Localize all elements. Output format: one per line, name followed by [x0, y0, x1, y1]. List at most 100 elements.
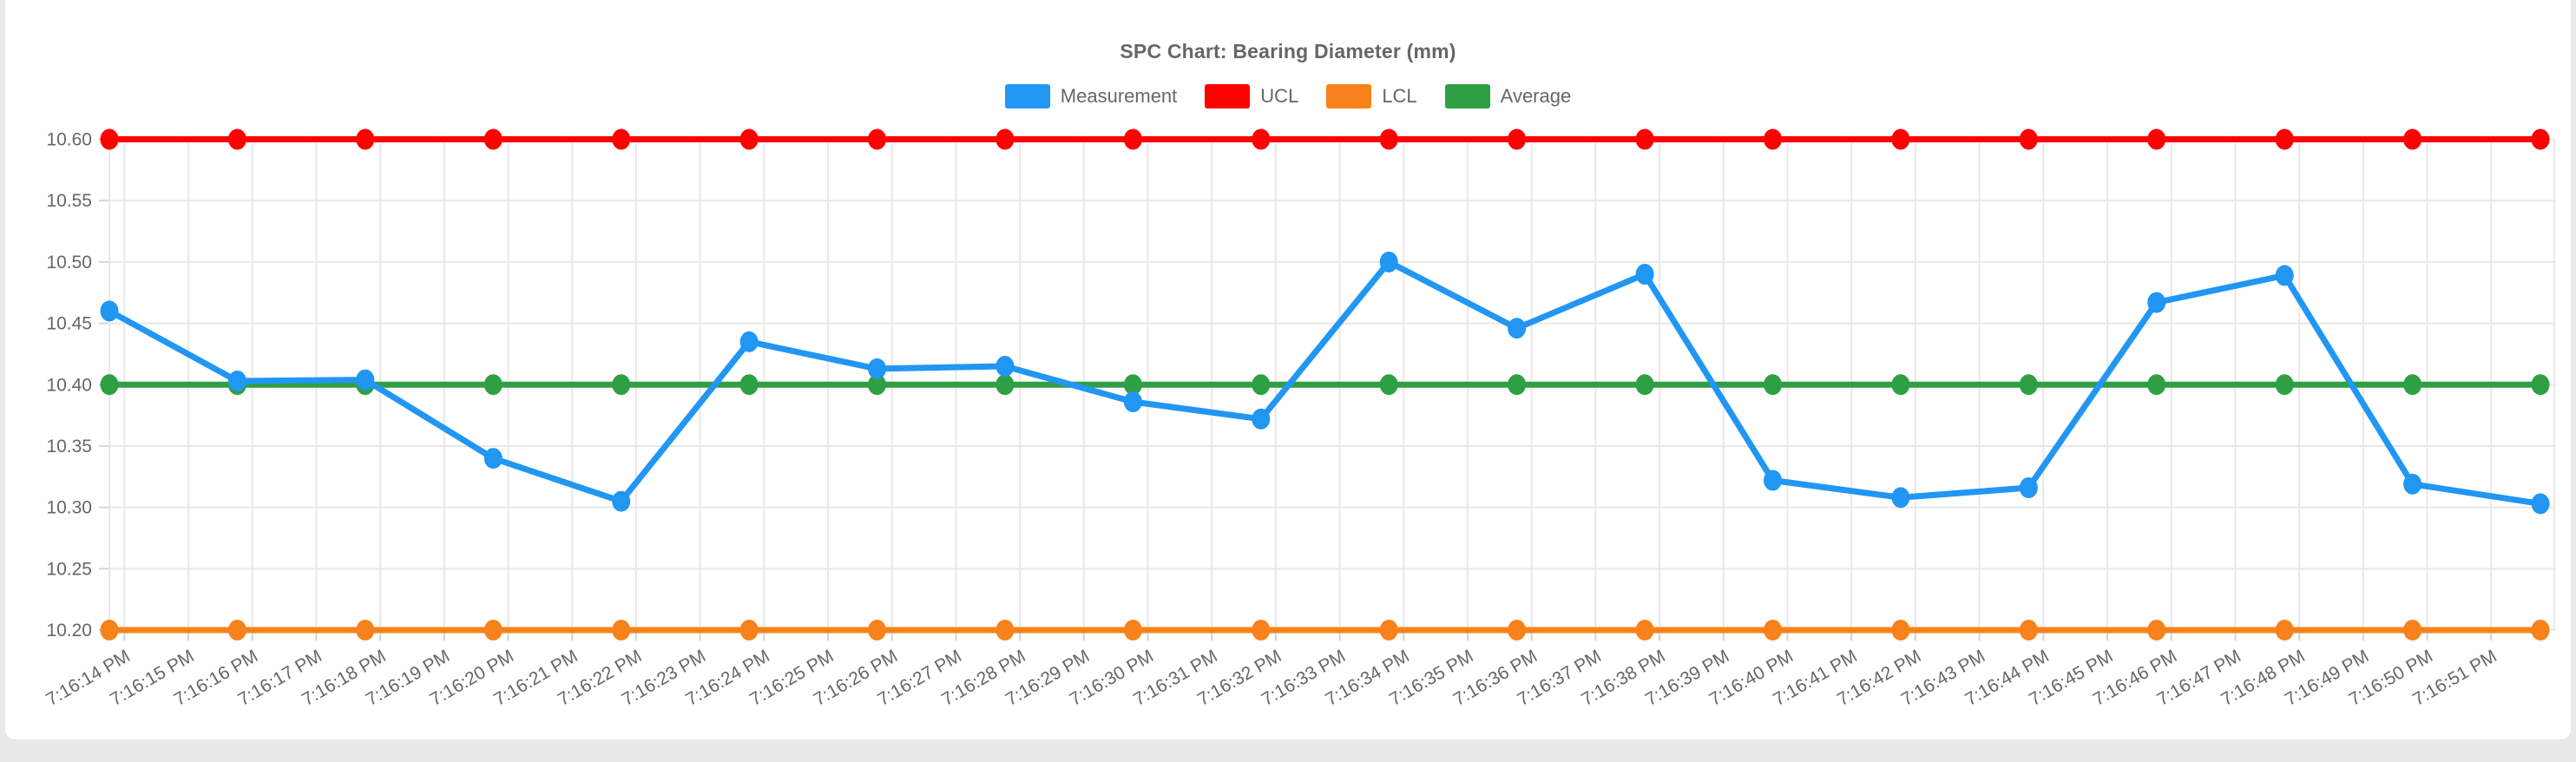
data-point-average[interactable]	[2019, 374, 2038, 396]
data-point-lcl[interactable]	[2531, 620, 2550, 640]
data-point-average[interactable]	[483, 374, 503, 396]
data-point-average[interactable]	[996, 374, 1015, 396]
legend-item-ucl[interactable]: UCL	[1205, 84, 1298, 108]
y-tick-label: 10.25	[46, 559, 92, 579]
data-point-lcl[interactable]	[996, 620, 1015, 640]
data-point-ucl[interactable]	[1379, 128, 1398, 150]
data-point-measurement[interactable]	[356, 369, 375, 391]
data-point-average[interactable]	[1379, 374, 1398, 396]
data-point-average[interactable]	[2147, 374, 2166, 396]
series-line-measurement	[106, 259, 2544, 507]
y-tick-label: 10.35	[46, 437, 92, 457]
data-point-lcl[interactable]	[2019, 620, 2038, 640]
data-point-lcl[interactable]	[1508, 620, 1527, 640]
data-point-ucl[interactable]	[612, 128, 631, 150]
series-measurement	[100, 251, 2550, 515]
data-point-lcl[interactable]	[1123, 620, 1142, 640]
data-point-average[interactable]	[1764, 374, 1782, 396]
data-point-average[interactable]	[612, 374, 631, 396]
data-point-average[interactable]	[1891, 374, 1910, 396]
data-point-measurement[interactable]	[2531, 493, 2550, 515]
data-point-average[interactable]	[1123, 374, 1142, 396]
data-point-ucl[interactable]	[1508, 128, 1527, 150]
data-point-average[interactable]	[1252, 374, 1271, 396]
data-point-ucl[interactable]	[227, 128, 246, 150]
data-point-measurement[interactable]	[2147, 292, 2166, 313]
data-point-ucl[interactable]	[1635, 128, 1654, 150]
data-point-average[interactable]	[2403, 374, 2422, 396]
legend-label: Average	[1500, 85, 1572, 107]
data-point-average[interactable]	[1508, 374, 1527, 396]
data-point-lcl[interactable]	[2275, 620, 2294, 640]
data-point-ucl[interactable]	[1891, 128, 1910, 150]
data-point-ucl[interactable]	[483, 128, 503, 150]
data-point-average[interactable]	[1635, 374, 1654, 396]
data-point-lcl[interactable]	[1635, 620, 1654, 640]
data-point-ucl[interactable]	[1123, 128, 1142, 150]
data-point-average[interactable]	[2531, 374, 2550, 396]
data-point-measurement[interactable]	[483, 448, 503, 470]
data-point-measurement[interactable]	[1123, 391, 1142, 412]
data-point-measurement[interactable]	[227, 371, 246, 391]
data-point-lcl[interactable]	[356, 620, 375, 640]
data-point-ucl[interactable]	[1764, 128, 1782, 150]
data-point-lcl[interactable]	[1252, 620, 1271, 640]
legend-swatch-lcl	[1326, 84, 1372, 108]
data-point-average[interactable]	[739, 374, 759, 396]
data-point-measurement[interactable]	[612, 490, 631, 512]
data-point-ucl[interactable]	[868, 128, 886, 150]
series-average	[100, 374, 2550, 396]
data-point-ucl[interactable]	[996, 128, 1015, 150]
series-ucl	[100, 128, 2550, 150]
data-point-measurement[interactable]	[2403, 473, 2422, 495]
data-point-ucl[interactable]	[739, 128, 759, 150]
data-point-lcl[interactable]	[868, 620, 886, 640]
data-point-average[interactable]	[2275, 374, 2294, 396]
data-point-ucl[interactable]	[1252, 128, 1271, 150]
data-point-measurement[interactable]	[1764, 470, 1782, 491]
y-tick-label: 10.45	[46, 314, 92, 334]
y-tick-label: 10.30	[46, 498, 92, 518]
data-point-measurement[interactable]	[868, 358, 886, 379]
data-point-measurement[interactable]	[1891, 487, 1910, 509]
data-point-lcl[interactable]	[483, 620, 503, 640]
y-tick-label: 10.40	[46, 375, 92, 395]
data-point-lcl[interactable]	[100, 620, 119, 640]
data-point-lcl[interactable]	[1379, 620, 1398, 640]
data-point-measurement[interactable]	[739, 331, 759, 352]
data-point-ucl[interactable]	[2019, 128, 2038, 150]
x-axis: 7:16:14 PM7:16:15 PM7:16:16 PM7:16:17 PM…	[43, 139, 2500, 710]
data-point-lcl[interactable]	[1764, 620, 1782, 640]
legend-item-lcl[interactable]: LCL	[1326, 84, 1417, 108]
data-point-measurement[interactable]	[100, 300, 119, 322]
data-point-measurement[interactable]	[1635, 264, 1654, 285]
legend-swatch-measurement	[1004, 84, 1050, 108]
data-point-ucl[interactable]	[2403, 128, 2422, 150]
legend-item-average[interactable]: Average	[1444, 84, 1572, 108]
data-point-ucl[interactable]	[2531, 128, 2550, 150]
legend-swatch-average	[1444, 84, 1490, 108]
data-point-measurement[interactable]	[2019, 477, 2038, 498]
data-point-lcl[interactable]	[2147, 620, 2166, 640]
data-point-lcl[interactable]	[2403, 620, 2422, 640]
data-point-ucl[interactable]	[2275, 128, 2294, 150]
data-point-average[interactable]	[100, 374, 119, 396]
data-point-ucl[interactable]	[100, 128, 119, 150]
data-point-lcl[interactable]	[227, 620, 246, 640]
data-point-ucl[interactable]	[356, 128, 375, 150]
data-point-lcl[interactable]	[739, 620, 759, 640]
y-tick-label: 10.60	[46, 130, 92, 150]
data-point-lcl[interactable]	[612, 620, 631, 640]
series-lcl	[100, 620, 2550, 640]
data-point-average[interactable]	[868, 374, 886, 396]
data-point-ucl[interactable]	[2147, 128, 2166, 150]
data-point-lcl[interactable]	[1891, 620, 1910, 640]
data-point-measurement[interactable]	[1252, 408, 1271, 430]
data-point-measurement[interactable]	[996, 356, 1015, 377]
data-point-measurement[interactable]	[2275, 265, 2294, 286]
y-tick-label: 10.50	[46, 253, 92, 273]
data-point-measurement[interactable]	[1379, 251, 1398, 273]
data-point-measurement[interactable]	[1508, 318, 1527, 339]
legend-item-measurement[interactable]: Measurement	[1004, 84, 1177, 108]
